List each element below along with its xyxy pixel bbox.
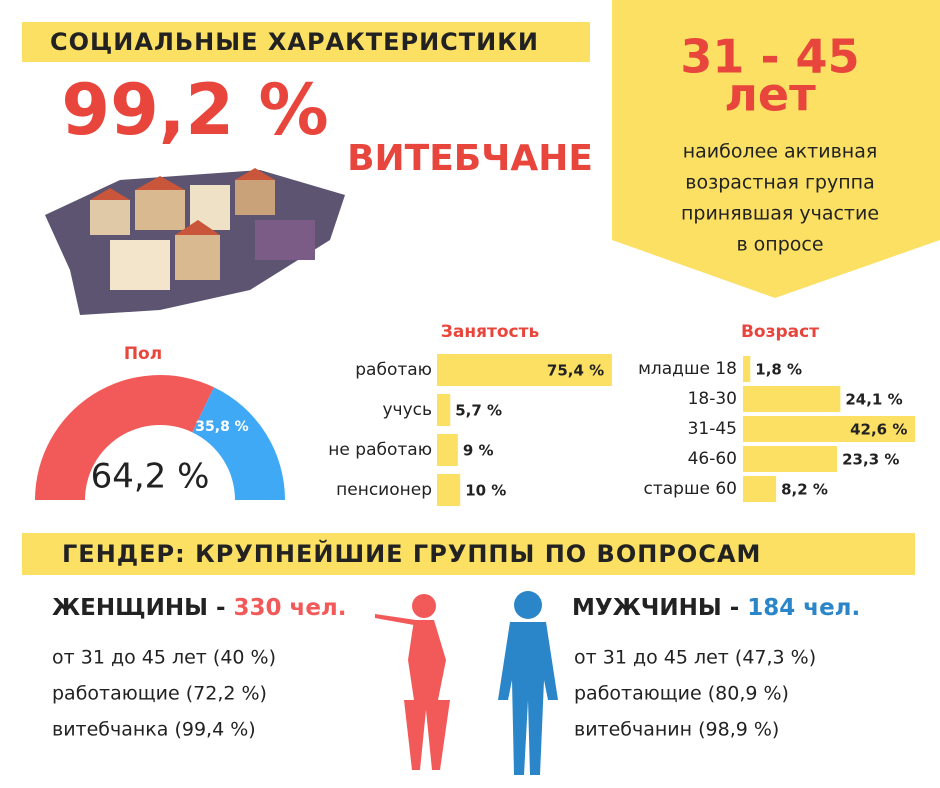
- callout-line: принявшая участие: [681, 203, 879, 225]
- value-label: 24,1 %: [845, 391, 902, 409]
- value-label: 10 %: [465, 482, 506, 500]
- donut-segment: [192, 387, 285, 500]
- callout-line: в опросе: [736, 234, 823, 256]
- value-label: 42,6 %: [850, 421, 907, 439]
- value-label: 9 %: [463, 442, 494, 460]
- gender-title: ГЕНДЕР: КРУПНЕЙШИЕ ГРУППЫ ПО ВОПРОСАМ: [62, 539, 761, 568]
- women-count: 330 чел.: [234, 595, 347, 621]
- callout-line: возрастная группа: [685, 172, 874, 194]
- title: СОЦИАЛЬНЫЕ ХАРАКТЕРИСТИКИ: [50, 28, 539, 56]
- bar: [437, 394, 451, 426]
- category-label: младше 18: [638, 359, 737, 379]
- category-label: учусь: [382, 400, 432, 420]
- bar: [743, 476, 777, 502]
- value-label: 64,2 %: [91, 457, 210, 497]
- value-label: 5,7 %: [455, 402, 502, 420]
- women-heading: ЖЕНЩИНЫ - 330 чел.: [52, 595, 347, 621]
- fact: работающие (80,9 %): [574, 683, 789, 705]
- chart-title: Пол: [124, 344, 162, 364]
- fact: от 31 до 45 лет (40 %): [52, 647, 276, 669]
- fact: витебчанка (99,4 %): [52, 719, 256, 741]
- title-bar: [22, 22, 590, 62]
- fact: витебчанин (98,9 %): [574, 719, 779, 741]
- category-label: 31-45: [688, 419, 737, 439]
- category-label: старше 60: [643, 479, 737, 499]
- value-label: 23,3 %: [842, 451, 899, 469]
- bar: [437, 474, 461, 506]
- value-label: 1,8 %: [755, 361, 802, 379]
- chart-title: Занятость: [441, 322, 539, 342]
- callout-line: наиболее активная: [683, 141, 878, 163]
- woman-figure: [375, 594, 450, 770]
- gender-bar: [22, 533, 915, 575]
- category-label: не работаю: [328, 440, 432, 460]
- value-label: 75,4 %: [547, 362, 604, 380]
- bar: [743, 356, 751, 382]
- women-label: ЖЕНЩИНЫ -: [52, 595, 226, 621]
- category-label: 46-60: [688, 449, 737, 469]
- big-label: ВИТЕБЧАНЕ: [347, 138, 593, 179]
- donut-segment: [35, 375, 214, 500]
- bar: [743, 446, 838, 472]
- city-illustration: [45, 168, 345, 315]
- bar: [437, 354, 612, 386]
- callout: [612, 0, 940, 298]
- charts: Пол 64,2 % 35,8 % Занятость работаю 75,4 % учу…: [35, 322, 916, 506]
- callout-value: 31 - 45: [680, 30, 859, 84]
- callout-unit: лет: [724, 68, 816, 122]
- category-label: работаю: [355, 360, 432, 380]
- category-label: пенсионер: [336, 480, 432, 500]
- category-label: 18-30: [688, 389, 737, 409]
- man-figure: [498, 591, 558, 775]
- men-count: 184 чел.: [747, 595, 860, 621]
- callout-text: наиболее активная возрастная группа приняв…: [681, 141, 879, 256]
- value-label: 35,8 %: [195, 419, 248, 435]
- men-heading: МУЖЧИНЫ - 184 чел.: [572, 595, 860, 621]
- bar: [437, 434, 458, 466]
- bar: [743, 416, 916, 442]
- men-label: МУЖЧИНЫ -: [572, 595, 739, 621]
- fact: работающие (72,2 %): [52, 683, 267, 705]
- value-label: 8,2 %: [781, 481, 828, 499]
- facts: от 31 до 45 лет (40 %) работающие (72,2 %…: [52, 647, 816, 741]
- big-value: 99,2 %: [61, 69, 328, 151]
- bar: [743, 386, 841, 412]
- fact: от 31 до 45 лет (47,3 %): [574, 647, 816, 669]
- chart-title: Возраст: [741, 322, 819, 342]
